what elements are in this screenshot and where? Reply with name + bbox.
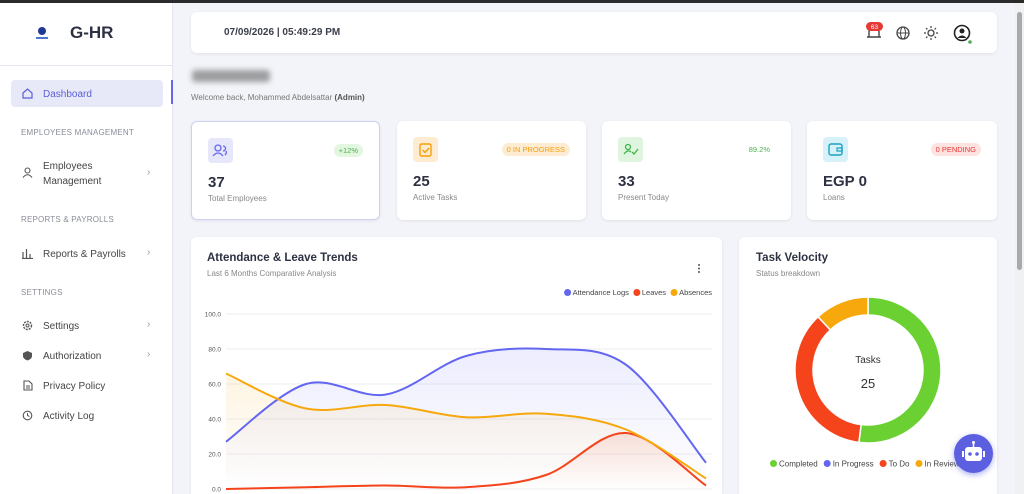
- legend-marker: [823, 460, 831, 467]
- logo: [36, 27, 48, 39]
- header-icons: 63: [866, 22, 973, 45]
- series-area: [226, 373, 706, 489]
- nav-item[interactable]: Reports & Payrolls: [43, 249, 126, 260]
- center-value: 25: [861, 376, 875, 391]
- chevron: ›: [147, 319, 151, 330]
- theme-icon[interactable]: [927, 29, 935, 37]
- stat-icon: [823, 137, 848, 162]
- brand: G-HR: [70, 23, 114, 42]
- stat-card[interactable]: 0 IN PROGRESS 25 Active Tasks: [397, 121, 586, 220]
- legend-marker: [564, 289, 572, 296]
- donut-segment: [794, 315, 862, 444]
- icon-chart: [22, 249, 33, 259]
- stat-badge: 0 PENDING: [930, 143, 981, 156]
- series-line: [225, 347, 707, 464]
- nav-item[interactable]: Employees Management: [43, 161, 102, 187]
- icon-home: [22, 88, 33, 99]
- chevron: ›: [147, 349, 151, 360]
- donut-segment: [858, 296, 942, 444]
- legend-label: Attendance Logs: [573, 288, 630, 297]
- active-indicator: [171, 80, 173, 104]
- chevron: ›: [147, 247, 151, 258]
- nav-item[interactable]: Privacy Policy: [43, 381, 106, 392]
- notification-count: 63: [871, 24, 879, 31]
- welcome-text: Welcome back, Mohammed Abdelsattar (Admi…: [191, 93, 365, 102]
- stat-icon: [413, 137, 438, 162]
- stat-card[interactable]: 89.2% 33 Present Today: [602, 121, 791, 220]
- icon-shield: [23, 351, 32, 361]
- section-title: SETTINGS: [21, 288, 63, 297]
- y-tick-label: 20.0: [208, 452, 221, 459]
- browser-bar: [0, 0, 1024, 3]
- badge: [866, 22, 883, 31]
- avatar-icon[interactable]: [953, 24, 971, 42]
- legend-marker: [915, 460, 923, 467]
- series-line: [225, 431, 707, 490]
- legend-marker: [879, 460, 887, 467]
- chart-title: Attendance & Leave Trends: [207, 252, 358, 264]
- icon-user: [22, 167, 33, 178]
- menu-button[interactable]: [696, 263, 702, 275]
- section-title: REPORTS & PAYROLLS: [21, 215, 114, 224]
- datetime: 07/09/2026 | 05:49:29 PM: [224, 27, 341, 38]
- nav-active-bg: [11, 80, 163, 107]
- header-bar: [191, 12, 997, 53]
- nav-item[interactable]: Dashboard: [43, 89, 92, 100]
- nav-item[interactable]: Activity Log: [43, 411, 95, 422]
- stat-label: Loans: [823, 193, 845, 202]
- legend-marker: [670, 289, 678, 296]
- chart-subtitle: Last 6 Months Comparative Analysis: [207, 269, 337, 278]
- stat-value: 33: [618, 173, 635, 190]
- nav-item[interactable]: Settings: [43, 321, 80, 332]
- separator: [0, 65, 172, 66]
- legend-label: In Review: [925, 460, 960, 469]
- y-tick-label: 100.0: [205, 312, 222, 319]
- chart-subtitle: Status breakdown: [756, 269, 821, 278]
- series-line: [225, 372, 707, 480]
- legend-marker: [633, 289, 641, 296]
- stat-label: Present Today: [618, 193, 669, 202]
- stat-badge: 0 IN PROGRESS: [501, 143, 570, 156]
- legend-label: Leaves: [642, 288, 666, 297]
- chart-title: Task Velocity: [756, 252, 829, 264]
- y-tick-label: 0.0: [212, 487, 221, 494]
- stat-card[interactable]: 0 PENDING EGP 0 Loans: [807, 121, 997, 220]
- stat-badge: +12%: [333, 144, 363, 157]
- role: (Admin): [334, 93, 365, 102]
- legend-label: Completed: [779, 460, 818, 469]
- nav-item[interactable]: Authorization: [43, 351, 102, 362]
- legend-label: Absences: [679, 288, 712, 297]
- section-title: EMPLOYEES MANAGEMENT: [21, 128, 134, 137]
- stat-value: 37: [208, 174, 225, 191]
- scrollbar-thumb[interactable]: [1017, 12, 1022, 270]
- legend-label: In Progress: [833, 460, 874, 469]
- legend-label: To Do: [889, 460, 910, 469]
- stat-value: 25: [413, 173, 430, 190]
- stat-label: Total Employees: [208, 194, 267, 203]
- stat-card[interactable]: +12% 37 Total Employees: [191, 121, 380, 220]
- y-tick-label: 80.0: [208, 347, 221, 354]
- user-name-blurred: [192, 70, 270, 82]
- stat-value: EGP 0: [823, 173, 867, 190]
- welcome: Welcome back, Mohammed Abdelsattar: [191, 93, 333, 102]
- icon-history: [22, 410, 33, 421]
- chatbot-button[interactable]: [954, 434, 993, 473]
- chevron: ›: [147, 167, 151, 178]
- icon-doc: [23, 380, 33, 391]
- legend-marker: [770, 460, 777, 467]
- y-tick-label: 40.0: [208, 417, 221, 424]
- y-tick-label: 60.0: [208, 382, 221, 389]
- donut-segment: [816, 296, 869, 331]
- stat-icon: [618, 137, 643, 162]
- stat-label: Active Tasks: [413, 193, 458, 202]
- icon-gear: [22, 320, 33, 331]
- stat-icon: [208, 138, 233, 163]
- stat-badge: 89.2%: [748, 145, 770, 154]
- center-label: Tasks: [855, 355, 881, 366]
